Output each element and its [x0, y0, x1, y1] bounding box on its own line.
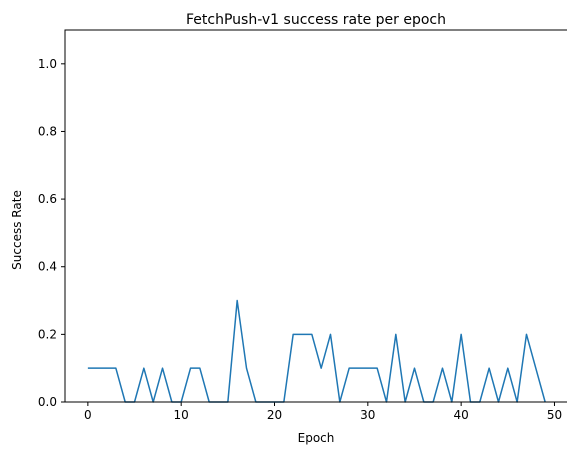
chart-title: FetchPush-v1 success rate per epoch: [186, 12, 446, 28]
x-tick-label: 40: [454, 408, 469, 422]
y-tick-label: 0.2: [38, 327, 57, 341]
success-rate-line: [88, 301, 545, 402]
x-tick-label: 50: [547, 408, 562, 422]
axis-ticks: 0 10 20 30 40 50 0.0 0.2 0.4 0.6 0.8 1.0: [38, 57, 562, 422]
x-tick-label: 30: [360, 408, 375, 422]
plot-frame: [65, 30, 567, 402]
y-tick-label: 0.4: [38, 260, 57, 274]
x-axis-label: Epoch: [298, 431, 335, 445]
y-axis-label: Success Rate: [10, 190, 24, 270]
series-group: [88, 301, 545, 402]
x-tick-label: 0: [84, 408, 92, 422]
y-tick-label: 1.0: [38, 57, 57, 71]
y-tick-label: 0.6: [38, 192, 57, 206]
x-tick-label: 20: [267, 408, 282, 422]
y-tick-label: 0.0: [38, 395, 57, 409]
x-tick-label: 10: [174, 408, 189, 422]
y-tick-label: 0.8: [38, 124, 57, 138]
